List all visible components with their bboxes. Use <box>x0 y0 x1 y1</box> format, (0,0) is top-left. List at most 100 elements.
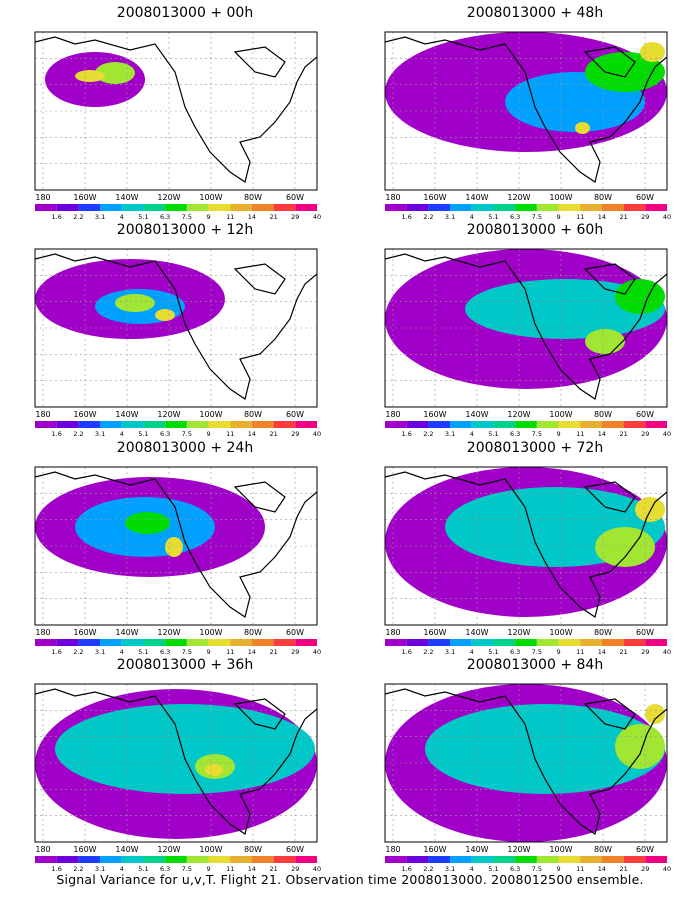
colorbar-label: 3.1 <box>445 865 455 872</box>
colorbar-label: 40 <box>313 648 321 655</box>
colorbar-swatch <box>536 856 559 863</box>
colorbar-swatch <box>230 856 252 863</box>
colorbar-swatch <box>471 204 494 211</box>
colorbar-label: 21 <box>269 648 277 655</box>
colorbar-swatch <box>56 856 79 863</box>
colorbar-swatch <box>121 639 144 646</box>
colorbar-swatch <box>645 421 667 428</box>
figure-caption: Signal Variance for u,v,T. Flight 21. Ob… <box>56 872 644 887</box>
colorbar-label: 3.1 <box>95 865 105 872</box>
colorbar-swatch <box>580 639 602 646</box>
colorbar-label: 29 <box>291 213 299 220</box>
colorbar-label: 3.1 <box>445 213 455 220</box>
colorbar-swatch <box>100 204 122 211</box>
colorbar-swatch <box>56 204 79 211</box>
colorbar-label: 9 <box>556 430 560 437</box>
longitude-label: 100W <box>549 845 572 854</box>
colorbar-label: 1.6 <box>402 648 412 655</box>
coastline <box>385 688 667 835</box>
colorbar-label: 6.3 <box>160 213 170 220</box>
colorbar-label: 9 <box>206 213 210 220</box>
colorbar-label: 5.1 <box>138 213 148 220</box>
longitude-label: 120W <box>157 410 180 419</box>
colorbar-label: 9 <box>556 648 560 655</box>
colorbar-swatch <box>186 421 209 428</box>
colorbar-label: 29 <box>641 865 649 872</box>
colorbar-swatch <box>536 639 559 646</box>
map-frame <box>34 31 318 191</box>
colorbar-label: 11 <box>576 865 584 872</box>
colorbar-swatch <box>558 421 581 428</box>
colorbar-label: 2.2 <box>73 213 83 220</box>
coastline <box>35 36 317 183</box>
map-frame <box>384 31 668 191</box>
map-panel: 2008013000 + 60h70N60N50N40N30N20N10N180… <box>383 222 685 437</box>
colorbar-label: 21 <box>269 865 277 872</box>
longitude-label: 120W <box>157 628 180 637</box>
colorbar-swatch <box>143 856 166 863</box>
map-frame <box>384 683 668 843</box>
longitude-label: 80W <box>244 845 262 854</box>
colorbar-swatch <box>558 639 581 646</box>
coastline <box>35 688 317 835</box>
map-panel: 2008013000 + 00h70N60N50N40N30N20N10N180… <box>33 5 335 220</box>
variance-contour <box>575 122 590 134</box>
colorbar-swatch <box>186 639 209 646</box>
variance-contour <box>615 724 665 769</box>
longitude-label: 100W <box>549 628 572 637</box>
longitude-label: 160W <box>423 193 446 202</box>
colorbar-swatch <box>78 639 101 646</box>
longitude-label: 180 <box>385 193 400 202</box>
longitude-label: 140W <box>465 845 488 854</box>
colorbar-swatch <box>295 421 317 428</box>
colorbar-swatch <box>35 639 57 646</box>
colorbar-swatch <box>450 421 472 428</box>
colorbar-swatch <box>428 639 451 646</box>
colorbar-label: 5.1 <box>138 865 148 872</box>
panel-title: 2008013000 + 72h <box>466 440 604 456</box>
variance-contour <box>115 294 155 312</box>
map-frame <box>34 466 318 626</box>
colorbar-label: 4 <box>470 213 474 220</box>
colorbar-swatch <box>515 639 537 646</box>
longitude-label: 120W <box>157 193 180 202</box>
longitude-label: 140W <box>115 193 138 202</box>
colorbar-label: 3.1 <box>95 430 105 437</box>
variance-map: 70N60N50N40N30N20N10N180160W140W120W100W… <box>383 245 671 437</box>
colorbar-label: 1.6 <box>52 865 62 872</box>
colorbar-label: 1.6 <box>402 865 412 872</box>
colorbar-label: 2.2 <box>73 865 83 872</box>
longitude-label: 160W <box>423 410 446 419</box>
coastline <box>385 471 667 618</box>
longitude-label: 100W <box>199 628 222 637</box>
colorbar-swatch <box>623 204 646 211</box>
colorbar-label: 29 <box>641 213 649 220</box>
colorbar-label: 4 <box>470 648 474 655</box>
colorbar-label: 4 <box>120 213 124 220</box>
colorbar-label: 5.1 <box>138 430 148 437</box>
colorbar-label: 29 <box>291 430 299 437</box>
map-frame <box>34 683 318 843</box>
colorbar-label: 14 <box>248 865 256 872</box>
map-panel: 2008013000 + 36h70N60N50N40N30N20N10N180… <box>33 657 335 872</box>
colorbar-label: 4 <box>120 865 124 872</box>
longitude-label: 100W <box>199 410 222 419</box>
panel-title: 2008013000 + 12h <box>116 222 254 238</box>
colorbar-swatch <box>471 421 494 428</box>
panel-title: 2008013000 + 36h <box>116 657 254 673</box>
longitude-label: 180 <box>35 410 50 419</box>
colorbar-label: 40 <box>313 430 321 437</box>
longitude-label: 140W <box>115 845 138 854</box>
longitude-label: 140W <box>465 410 488 419</box>
map-panel: 2008013000 + 12h70N60N50N40N30N20N10N180… <box>33 222 335 437</box>
variance-contour <box>645 704 665 724</box>
colorbar-swatch <box>471 639 494 646</box>
colorbar-swatch <box>186 856 209 863</box>
colorbar-label: 40 <box>663 865 671 872</box>
colorbar-swatch <box>295 204 317 211</box>
colorbar-swatch <box>121 421 144 428</box>
colorbar-label: 5.1 <box>138 648 148 655</box>
colorbar-swatch <box>56 421 79 428</box>
colorbar-swatch <box>515 421 537 428</box>
variance-contour <box>425 704 665 794</box>
